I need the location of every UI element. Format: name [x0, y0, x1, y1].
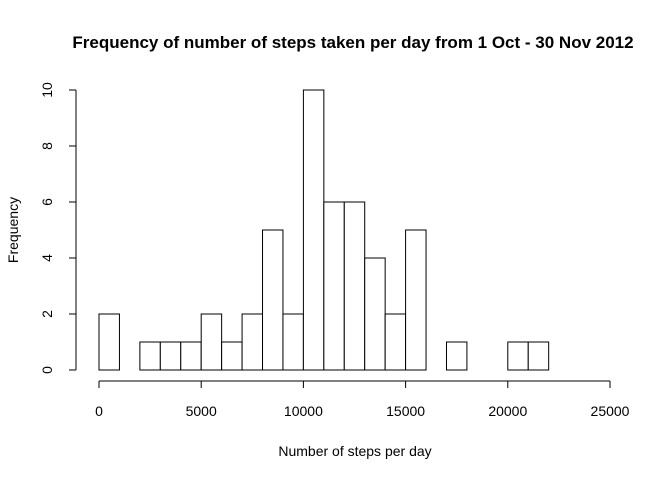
histogram-bar — [241, 313, 264, 371]
x-tick-label: 20000 — [488, 403, 527, 419]
histogram-bar — [384, 313, 407, 371]
histogram-bar — [445, 341, 468, 371]
histogram-bar — [262, 229, 284, 371]
x-axis: 0 5000 10000 15000 20000 25000 — [95, 380, 630, 419]
x-axis-label: Number of steps per day — [278, 443, 431, 459]
y-tick-label: 2 — [39, 310, 55, 318]
x-tick-label: 5000 — [186, 403, 217, 419]
x-tick-label: 15000 — [386, 403, 425, 419]
histogram-bar — [507, 341, 529, 371]
y-tick-label: 8 — [39, 142, 55, 150]
y-tick-label: 10 — [39, 82, 55, 98]
x-tick-label: 0 — [95, 403, 103, 419]
histogram-bar — [180, 341, 202, 371]
histogram-bar — [364, 257, 386, 371]
histogram-bar — [527, 341, 550, 371]
histogram-bar — [343, 201, 366, 371]
histogram-bar — [139, 341, 161, 371]
histogram-bar — [98, 313, 120, 371]
histogram-bar — [221, 341, 243, 371]
histogram-bar — [323, 201, 345, 371]
histogram-bar — [405, 229, 427, 371]
x-tick-label: 10000 — [284, 403, 323, 419]
histogram-bar — [200, 313, 223, 371]
histogram-bar — [302, 89, 325, 371]
y-tick-label: 6 — [39, 198, 55, 206]
chart-title: Frequency of number of steps taken per d… — [72, 33, 633, 52]
bars-group — [98, 89, 550, 371]
histogram-bar — [282, 313, 304, 371]
histogram-bar — [159, 341, 182, 371]
y-tick-label: 0 — [39, 366, 55, 374]
y-axis: 0 2 4 6 8 10 — [39, 82, 77, 374]
y-tick-label: 4 — [39, 254, 55, 262]
x-tick-label: 25000 — [591, 403, 630, 419]
y-axis-label: Frequency — [5, 197, 21, 263]
